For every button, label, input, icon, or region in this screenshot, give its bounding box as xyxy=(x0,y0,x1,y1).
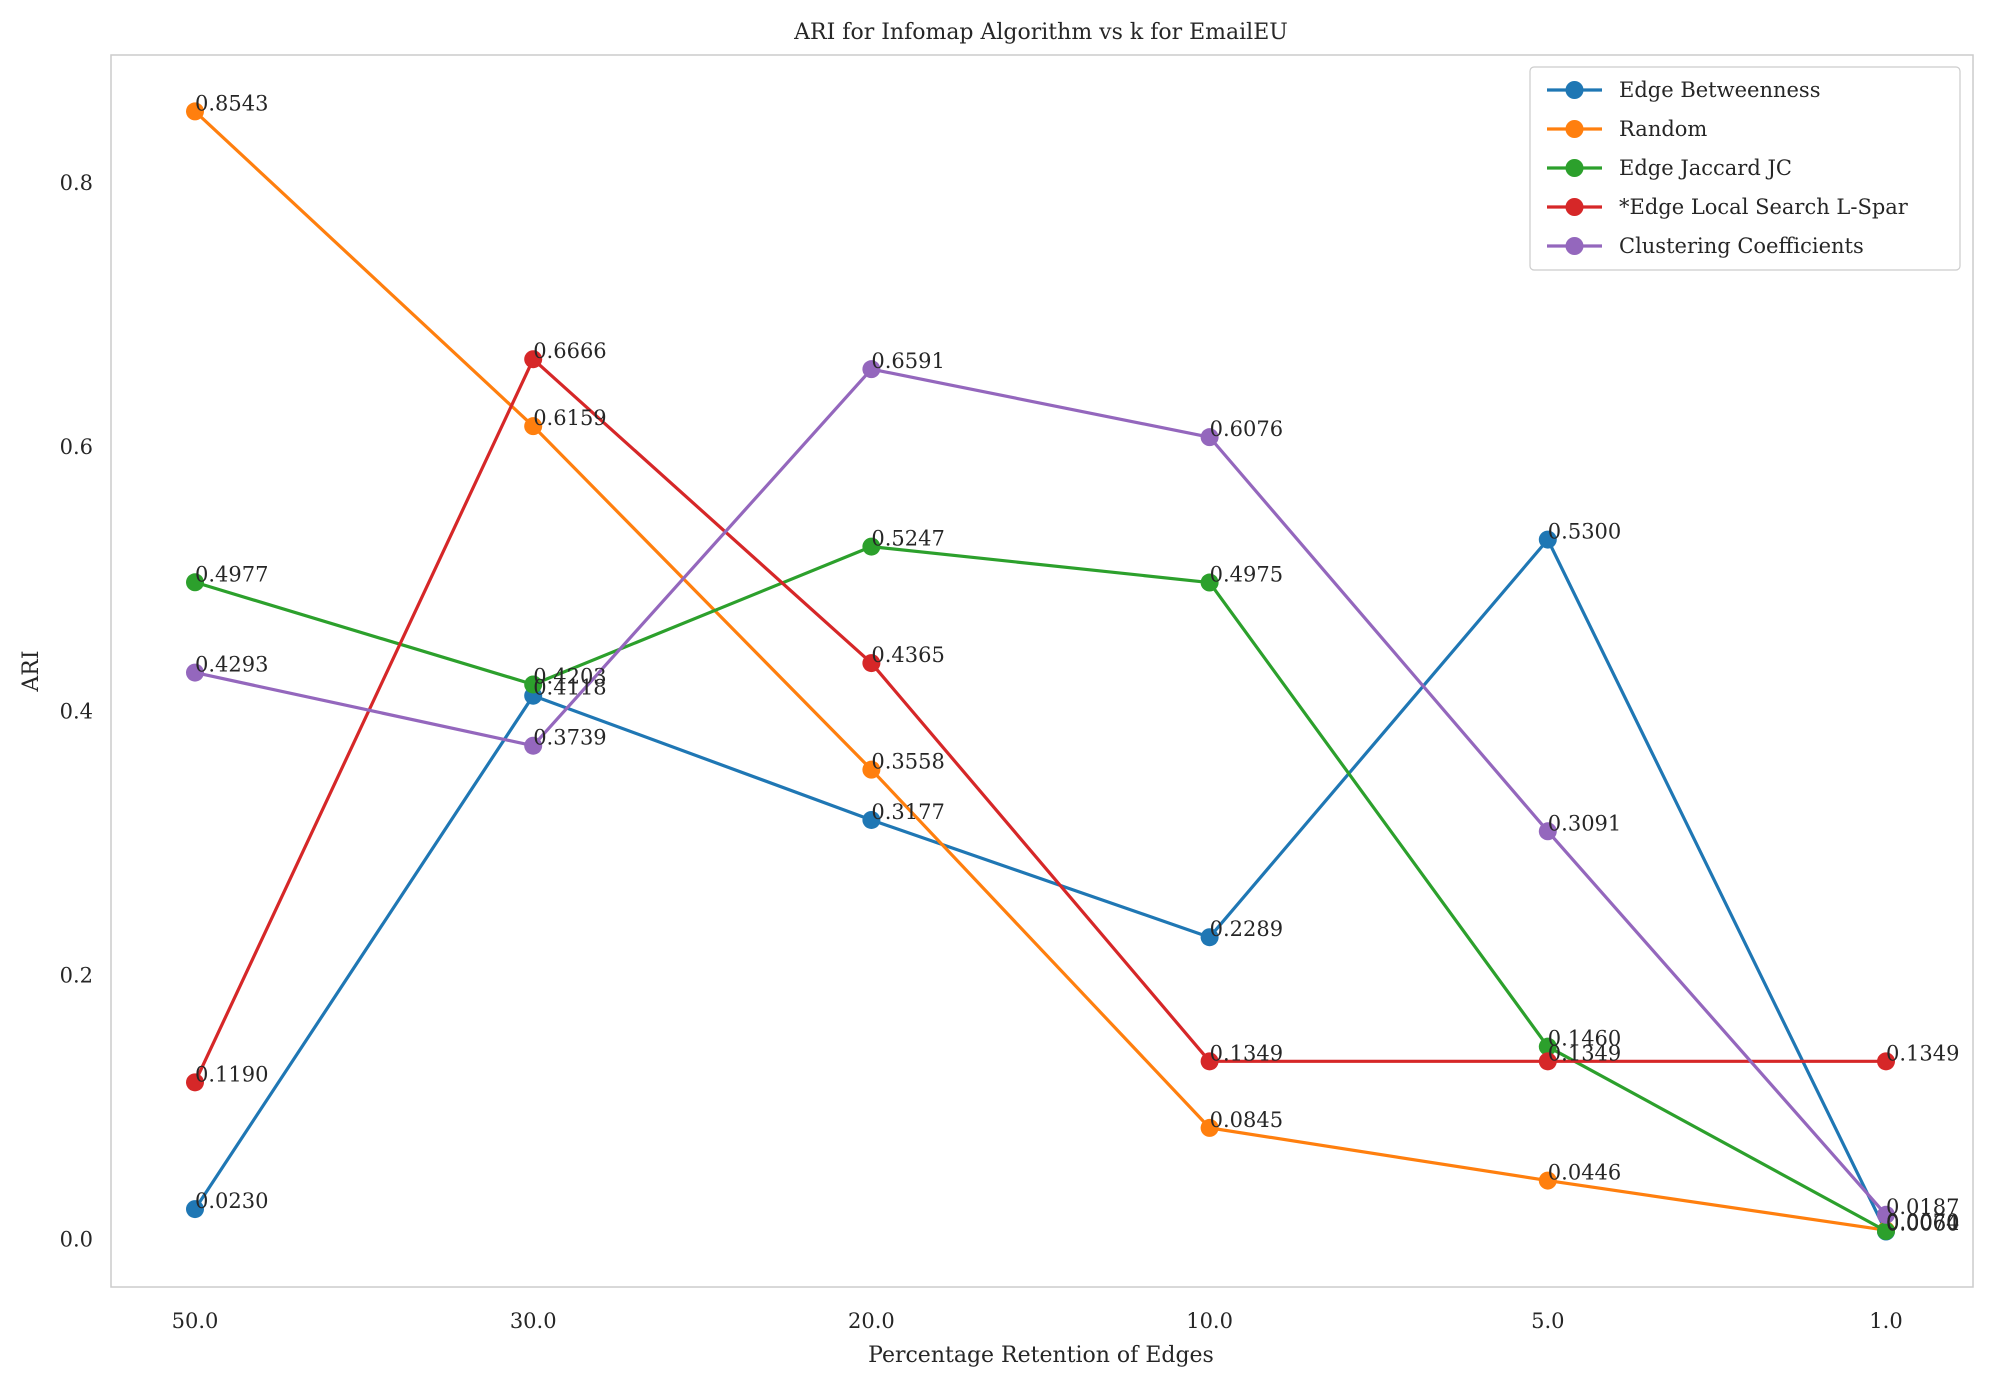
y-tick-label: 0.8 xyxy=(60,171,93,195)
x-ticks: 50.0 30.0 20.0 10.0 5.0 1.0 xyxy=(172,1309,1903,1333)
data-label: 0.0060 xyxy=(1886,1212,1959,1236)
data-point xyxy=(186,1200,204,1219)
y-ticks: 0.0 0.2 0.4 0.6 0.8 xyxy=(60,171,93,1251)
data-label: 0.2289 xyxy=(1210,917,1283,941)
legend-marker xyxy=(1565,120,1584,138)
y-tick-label: 0.6 xyxy=(60,435,93,459)
data-point xyxy=(1538,1052,1557,1071)
legend-label: Edge Jaccard JC xyxy=(1619,156,1792,180)
data-label: 0.6076 xyxy=(1210,417,1283,441)
data-label: 0.6159 xyxy=(533,406,606,430)
data-point xyxy=(1538,822,1557,841)
data-label: 0.0845 xyxy=(1210,1108,1283,1132)
data-point xyxy=(1200,428,1219,447)
data-label: 0.3177 xyxy=(871,800,944,824)
y-axis-label: ARI xyxy=(19,650,44,692)
x-tick-label: 10.0 xyxy=(1186,1309,1233,1333)
x-tick-label: 50.0 xyxy=(172,1309,219,1333)
data-label: 0.1190 xyxy=(195,1062,268,1086)
data-label: 0.6591 xyxy=(871,349,944,373)
data-point xyxy=(186,663,204,682)
data-label: 0.4203 xyxy=(533,664,606,688)
data-point xyxy=(186,573,204,592)
series-layer xyxy=(186,102,1895,1241)
data-label: 0.4975 xyxy=(1210,563,1283,587)
data-label: 0.1349 xyxy=(1210,1041,1283,1065)
data-label: 0.4293 xyxy=(195,653,268,677)
legend-marker xyxy=(1565,81,1584,99)
data-label: 0.4118 xyxy=(533,676,606,700)
data-point xyxy=(862,810,881,829)
x-tick-label: 5.0 xyxy=(1531,1309,1564,1333)
data-point xyxy=(186,1073,204,1092)
data-point xyxy=(524,675,543,694)
data-point xyxy=(1877,1205,1895,1224)
data-label: 0.1460 xyxy=(1548,1027,1621,1051)
data-label: 0.3091 xyxy=(1548,811,1621,835)
data-label: 0.4977 xyxy=(195,562,268,586)
series-line xyxy=(193,110,1887,1232)
data-point xyxy=(524,736,543,755)
data-point xyxy=(862,360,881,379)
data-label: 0.1349 xyxy=(1886,1041,1959,1065)
data-label: 0.5300 xyxy=(1548,520,1621,544)
series-line xyxy=(193,538,1888,1233)
series-line xyxy=(194,367,1888,1216)
data-point xyxy=(1200,1118,1219,1137)
legend: Edge Betweenness Random Edge Jaccard JC *Ed… xyxy=(1529,66,1961,271)
data-label: 0.4365 xyxy=(871,643,944,667)
x-axis-label: Percentage Retention of Edges xyxy=(868,1343,1214,1368)
data-label: 0.0446 xyxy=(1548,1161,1621,1185)
data-label: 0.0230 xyxy=(195,1189,268,1213)
data-label: 0.3558 xyxy=(871,750,944,774)
data-point xyxy=(1877,1222,1895,1241)
legend-label: Edge Betweenness xyxy=(1619,78,1820,102)
data-label: 0.5247 xyxy=(871,527,944,551)
data-point xyxy=(862,654,881,673)
data-label: 0.0187 xyxy=(1886,1195,1959,1219)
series-line xyxy=(193,357,1886,1084)
legend-marker xyxy=(1565,237,1584,255)
data-label: 0.3739 xyxy=(533,726,606,750)
data-point xyxy=(862,760,881,779)
legend-label: Clustering Coefficients xyxy=(1619,234,1864,258)
data-point xyxy=(1538,1037,1557,1056)
data-point xyxy=(1877,1052,1895,1071)
data-point xyxy=(1538,1171,1557,1190)
chart-title: ARI for Infomap Algorithm vs k for Email… xyxy=(793,20,1288,45)
data-label: 0.1349 xyxy=(1548,1041,1621,1065)
legend-marker xyxy=(1565,159,1584,177)
data-point xyxy=(862,537,881,556)
data-point xyxy=(524,350,543,369)
data-label: 0.8543 xyxy=(195,91,268,115)
data-label: 0.0064 xyxy=(1886,1211,1959,1235)
legend-box xyxy=(1529,66,1961,271)
data-point xyxy=(524,417,543,436)
series-line xyxy=(194,545,1887,1233)
legend-label: *Edge Local Search L-Spar xyxy=(1619,195,1909,219)
data-point xyxy=(1200,573,1219,592)
legend-marker xyxy=(1565,198,1584,216)
x-tick-label: 20.0 xyxy=(848,1309,895,1333)
legend-label: Random xyxy=(1619,117,1707,141)
data-point xyxy=(186,102,204,121)
x-tick-label: 1.0 xyxy=(1869,1309,1902,1333)
x-tick-label: 30.0 xyxy=(510,1309,557,1333)
data-label: 0.0070 xyxy=(1886,1210,1959,1234)
data-label: 0.6666 xyxy=(533,339,606,363)
data-point xyxy=(1200,1052,1219,1071)
data-point xyxy=(1200,928,1219,947)
y-tick-label: 0.4 xyxy=(60,699,93,723)
y-tick-label: 0.0 xyxy=(60,1227,93,1251)
data-point xyxy=(1538,530,1557,549)
data-labels: 0.0230 0.4118 0.3177 0.2289 0.5300 0.0060 0.85… xyxy=(195,91,1959,1235)
y-tick-label: 0.2 xyxy=(60,963,93,987)
